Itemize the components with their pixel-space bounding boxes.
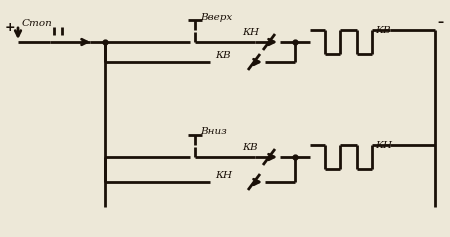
Text: КН: КН	[215, 170, 232, 179]
Text: +: +	[5, 20, 16, 33]
Text: КВ: КВ	[375, 26, 391, 35]
Text: КВ: КВ	[242, 142, 257, 151]
Text: Стоп: Стоп	[22, 18, 53, 27]
Text: КН: КН	[375, 141, 392, 150]
Text: КН: КН	[242, 27, 259, 36]
Text: –: –	[437, 15, 443, 28]
Text: Вверх: Вверх	[200, 13, 232, 22]
Text: КВ: КВ	[215, 50, 230, 59]
Text: Вниз: Вниз	[200, 128, 227, 137]
